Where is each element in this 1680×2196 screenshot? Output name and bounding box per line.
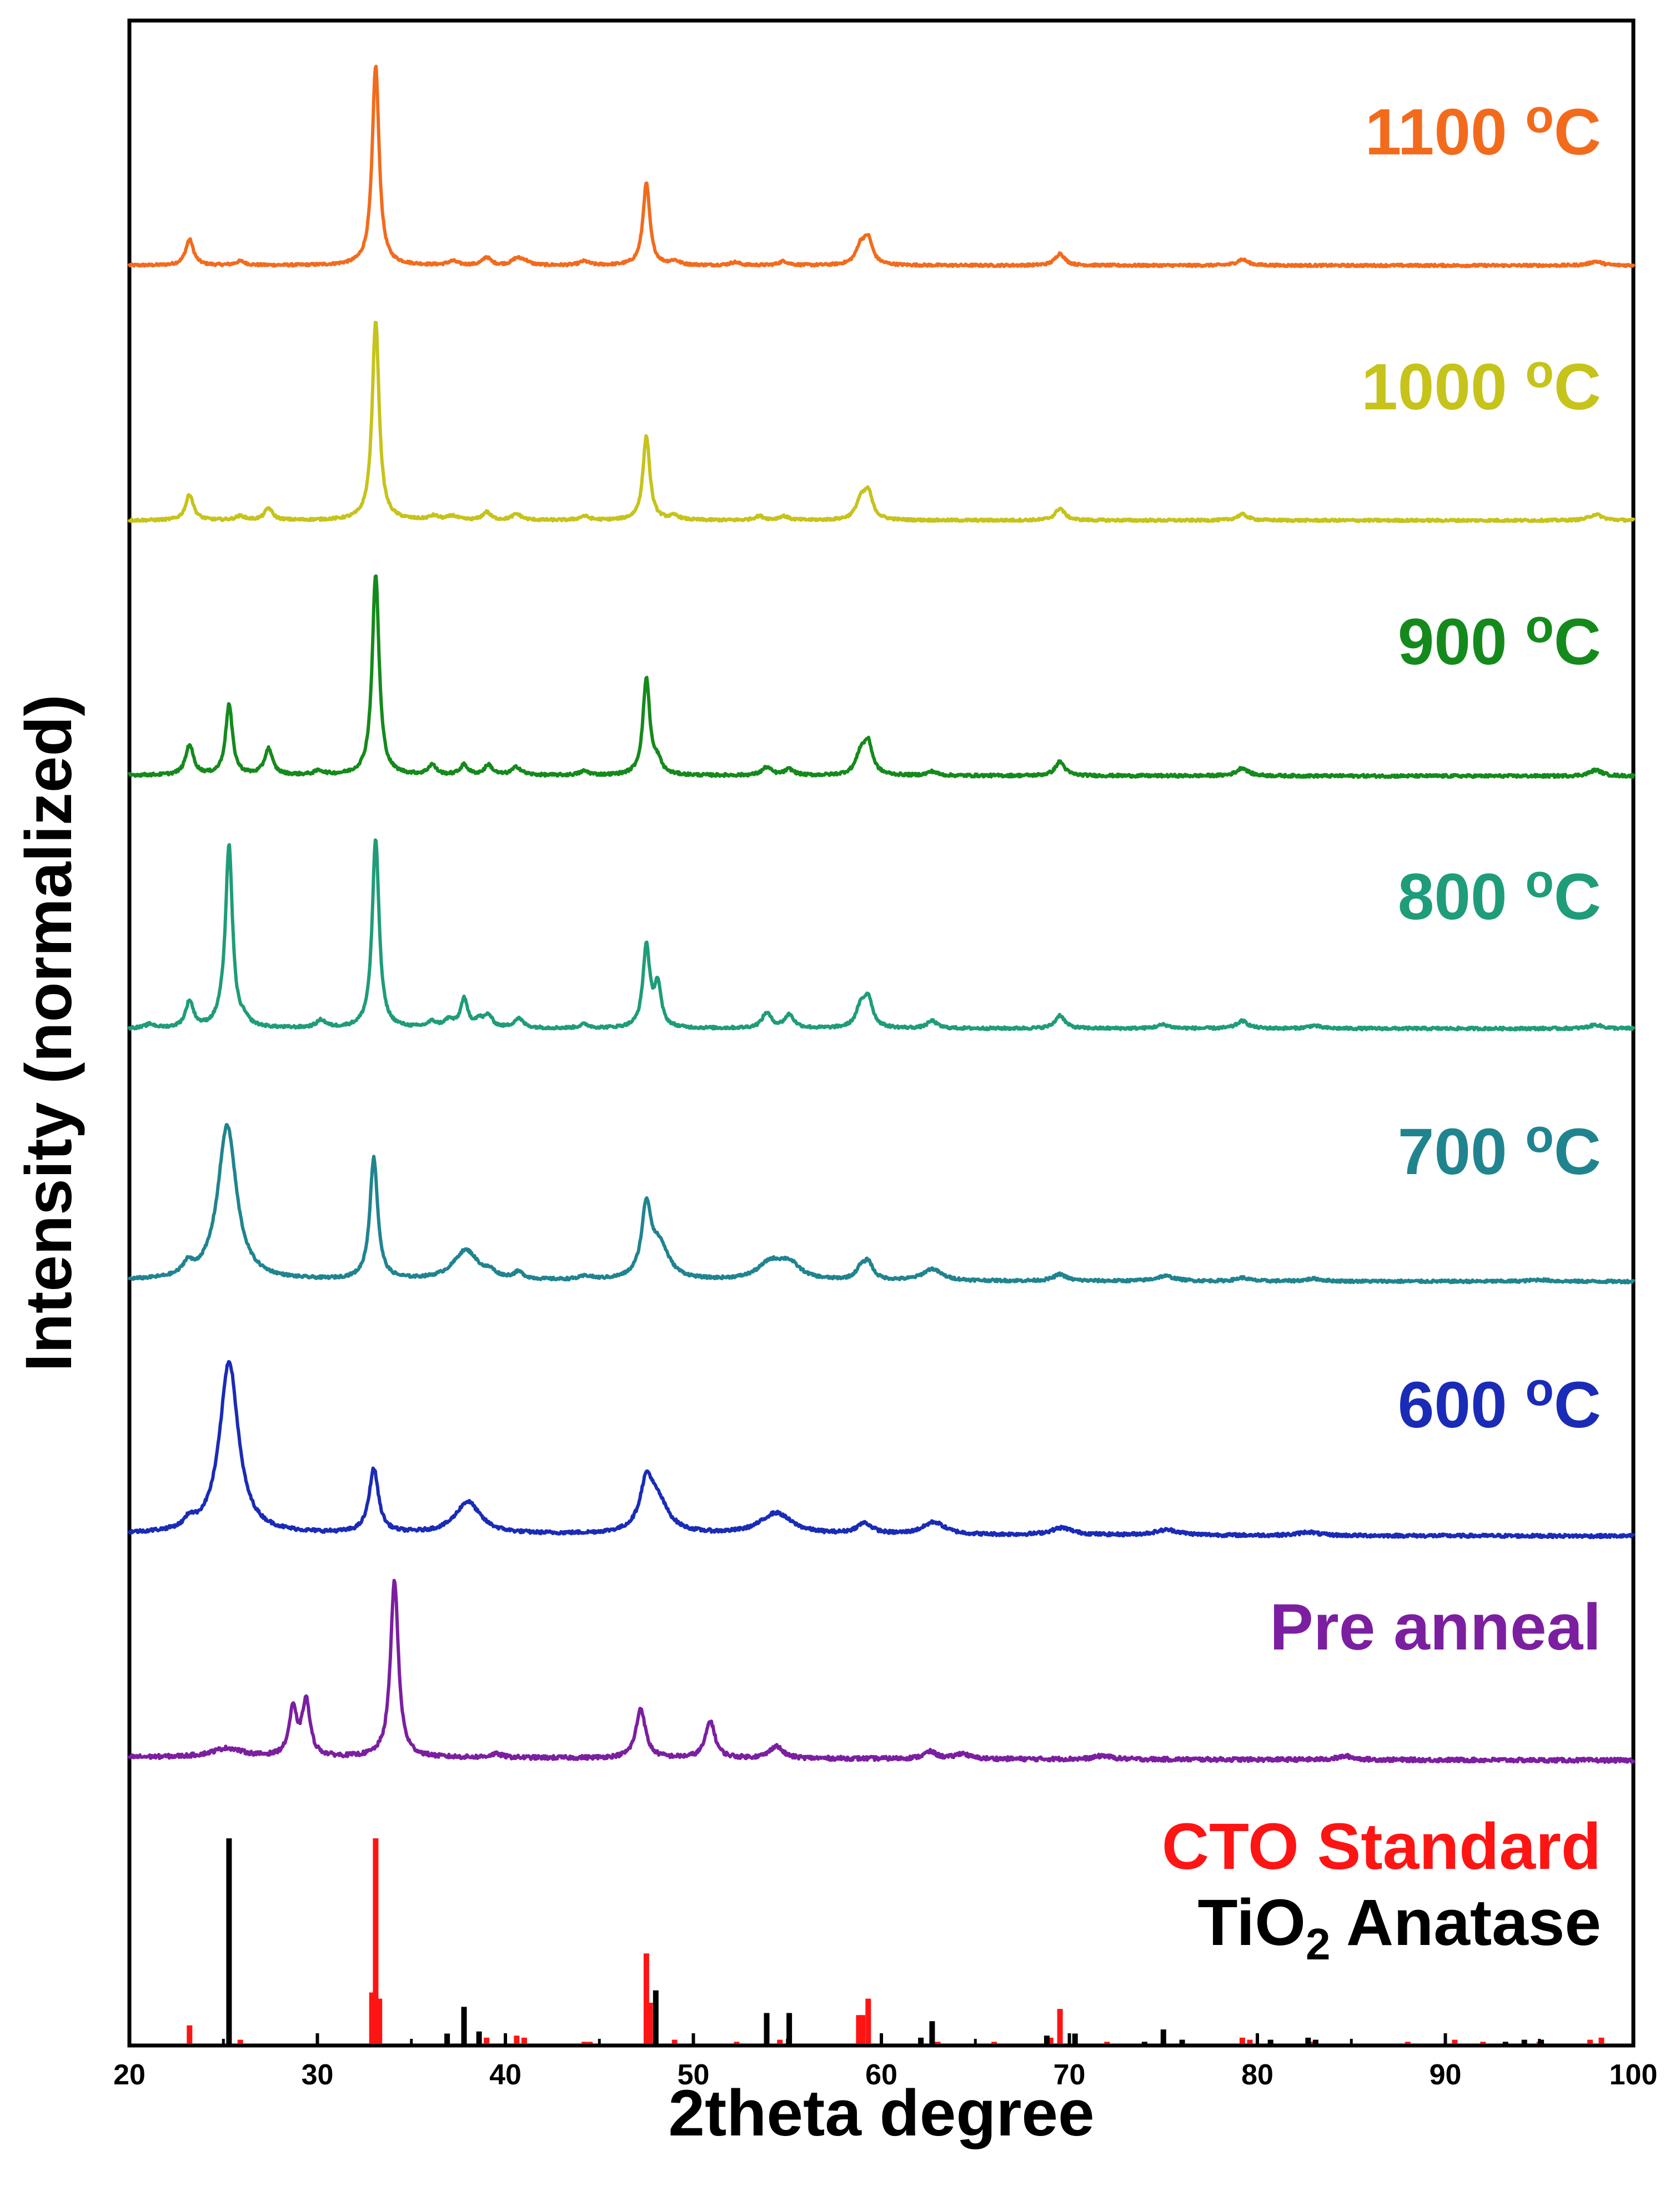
series-label: 700 oC [1398,1110,1601,1189]
reference-sticks [187,1838,1604,2044]
x-tick-label: 30 [302,2059,334,2091]
series-trace-1000-c [128,320,1635,524]
x-axis: 20 30 40 50 60 70 80 90 100 [113,2033,1657,2091]
series-label: 800 oC [1398,855,1601,934]
x-tick-label: 90 [1430,2059,1462,2091]
x-tick-label: 40 [489,2059,521,2091]
x-tick-label: 50 [678,2059,710,2091]
series-trace-pre-anneal [128,1578,1635,1764]
series-label: 1100 oC [1365,90,1601,169]
x-tick-label: 20 [113,2059,146,2091]
series-trace-800-c [128,838,1635,1032]
reference-label-tio2-anatase: TiO2 Anatase [1197,1886,1601,1969]
x-tick-label: 80 [1241,2059,1273,2091]
series-trace-900-c [128,574,1635,779]
xrd-traces [128,64,1635,1764]
series-label: 600 oC [1398,1363,1601,1442]
series-trace-600-c [128,1360,1635,1540]
reference-label-cto-standard: CTO Standard [1162,1810,1601,1883]
x-tick-label: 100 [1609,2059,1658,2091]
x-axis-title: 2theta degree [668,2077,1094,2150]
series-trace-700-c [128,1123,1635,1285]
x-tick-label: 60 [865,2059,897,2091]
x-tick-label: 70 [1054,2059,1086,2091]
series-trace-1100-c [128,64,1635,269]
series-labels: 1100 oC 1000 oC 900 oC 800 oC 700 oC 600 oC Pr… [1270,90,1601,1664]
y-axis-title: Intensity (normalized) [12,694,86,1371]
series-label: Pre anneal [1270,1591,1601,1664]
series-label: 1000 oC [1361,345,1601,424]
series-label: 900 oC [1398,600,1601,679]
